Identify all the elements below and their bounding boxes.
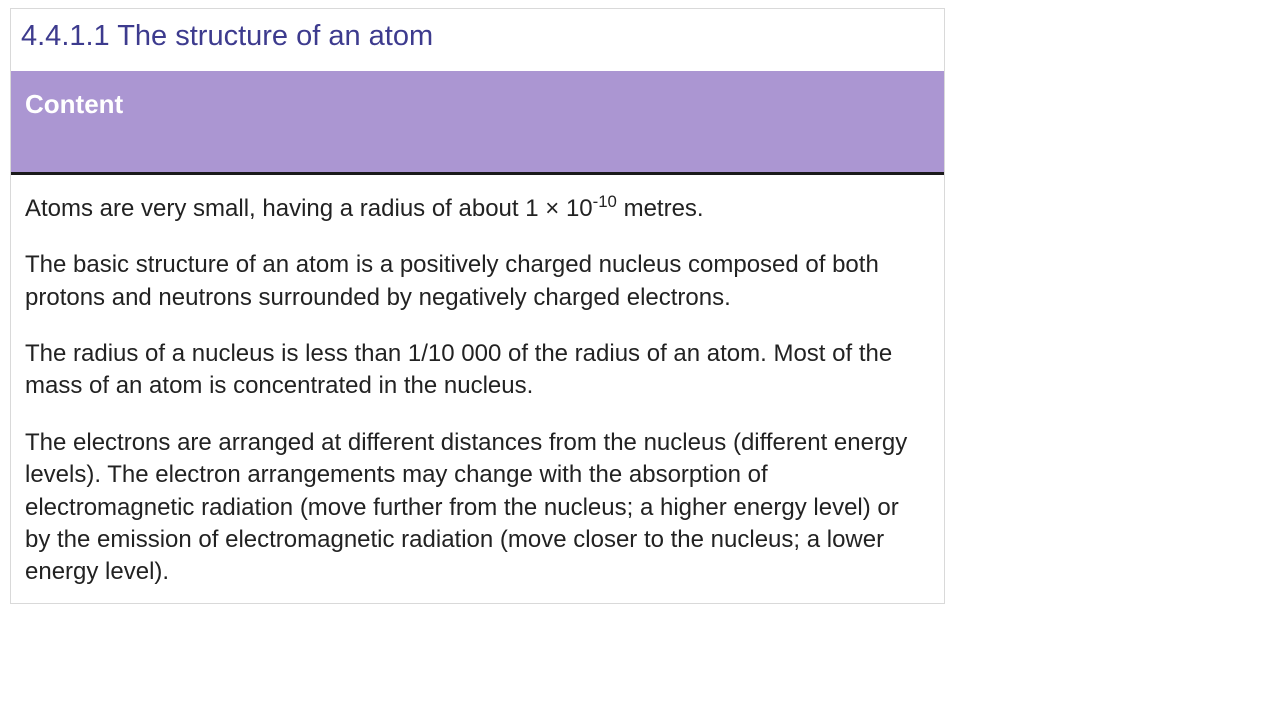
paragraph: Atoms are very small, having a radius of… <box>25 193 930 225</box>
paragraph: The electrons are arranged at different … <box>25 427 930 589</box>
content-header: Content <box>11 71 944 175</box>
section-title: 4.4.1.1 The structure of an atom <box>11 9 944 71</box>
specification-card: 4.4.1.1 The structure of an atom Content… <box>10 8 945 604</box>
paragraph: The basic structure of an atom is a posi… <box>25 249 930 314</box>
paragraph: The radius of a nucleus is less than 1/1… <box>25 338 930 403</box>
content-body: Atoms are very small, having a radius of… <box>11 175 944 603</box>
